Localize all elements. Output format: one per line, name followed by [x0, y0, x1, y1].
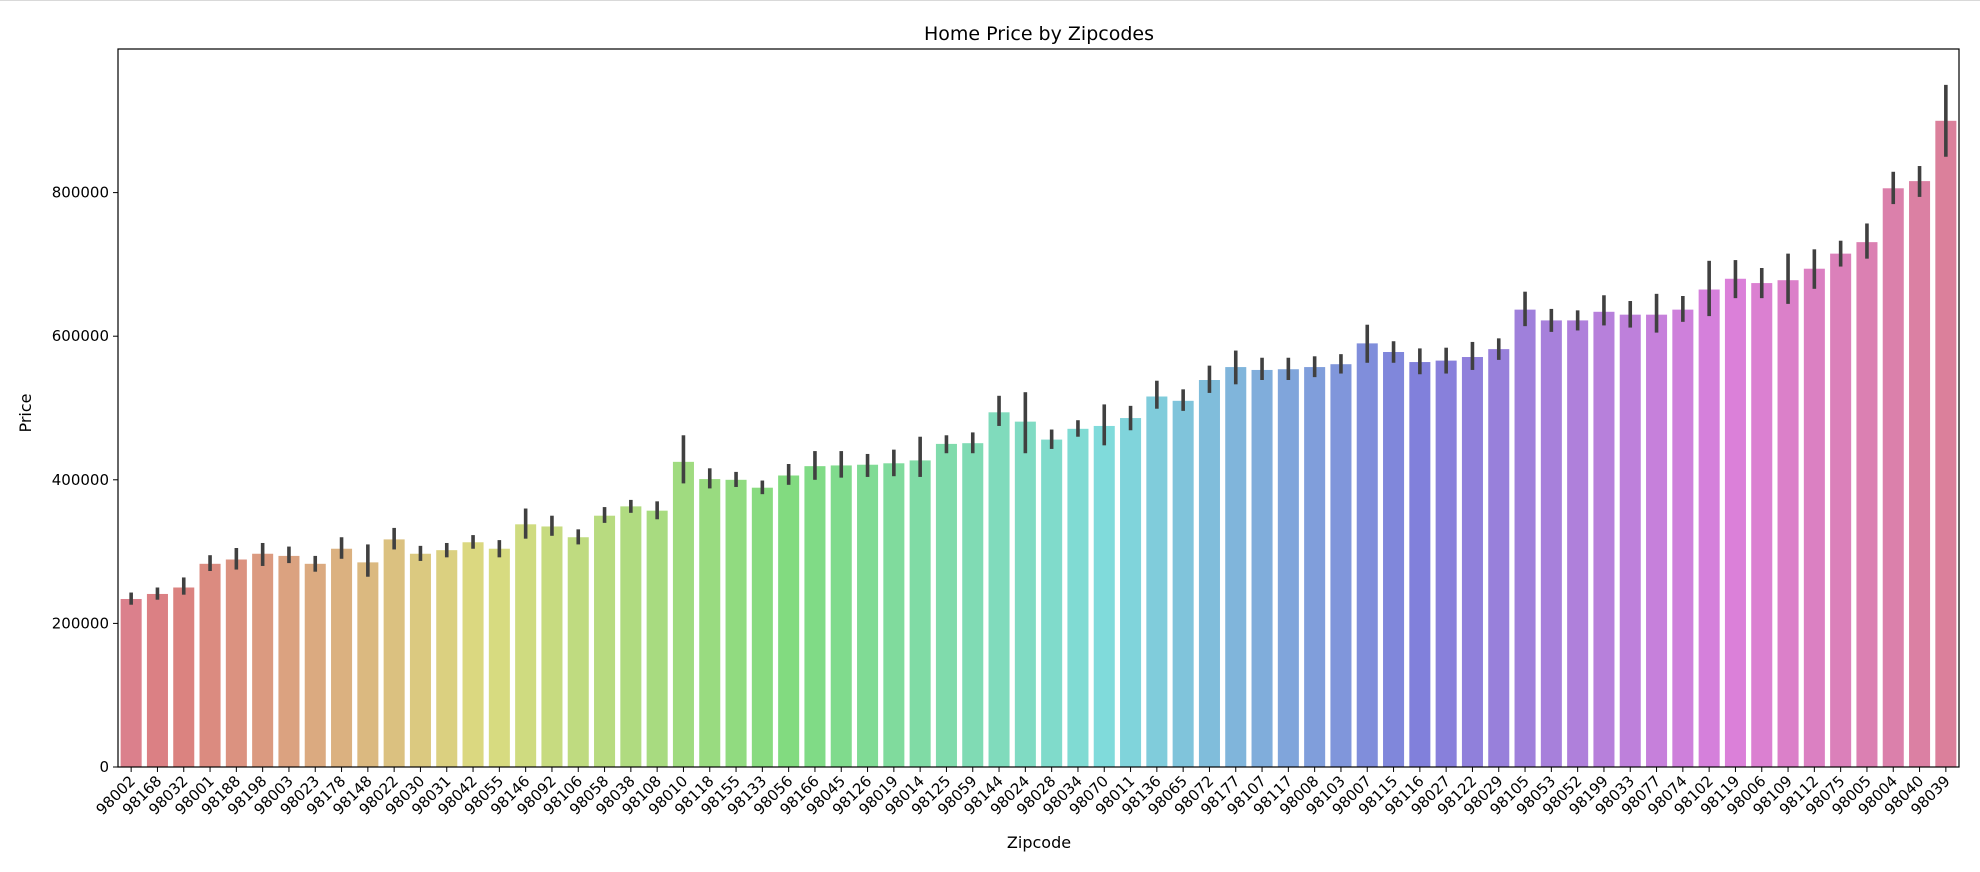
bar-98148 — [357, 562, 379, 767]
bar-98166 — [804, 466, 826, 767]
bar-98092 — [541, 526, 563, 767]
bar-98125 — [935, 443, 957, 767]
bar-98010 — [672, 461, 694, 767]
bar-98005 — [1856, 242, 1878, 767]
bar-98105 — [1514, 309, 1536, 767]
window-top-border — [0, 0, 1980, 1]
bar-98117 — [1277, 369, 1299, 767]
bar-98074 — [1672, 309, 1694, 767]
bar-98053 — [1540, 320, 1562, 767]
bar-98168 — [146, 593, 168, 767]
bar-98122 — [1461, 357, 1483, 767]
bar-98040 — [1909, 181, 1931, 768]
bar-98059 — [962, 443, 984, 767]
bar-98065 — [1172, 400, 1194, 767]
bar-98022 — [383, 539, 405, 767]
bar-98199 — [1593, 311, 1615, 767]
bar-98032 — [173, 587, 195, 767]
x-axis-label: Zipcode — [1007, 833, 1071, 852]
bar-98023 — [304, 563, 326, 767]
bar-98102 — [1698, 289, 1720, 767]
bar-98144 — [988, 412, 1010, 767]
bar-98072 — [1198, 380, 1220, 767]
bar-98045 — [830, 465, 852, 767]
bar-98058 — [594, 515, 616, 767]
y-tick-label: 0 — [99, 758, 109, 776]
bar-98075 — [1830, 253, 1852, 767]
y-tick-label: 800000 — [52, 184, 109, 202]
bar-98119 — [1724, 278, 1746, 767]
plot-frame — [117, 48, 1960, 768]
bar-98003 — [278, 555, 300, 767]
bar-98126 — [857, 464, 879, 767]
bar-98006 — [1751, 283, 1773, 767]
bar-98177 — [1225, 367, 1247, 767]
bar-98115 — [1383, 352, 1405, 767]
bar-98118 — [699, 479, 721, 767]
bar-98030 — [409, 553, 431, 767]
bar-98038 — [620, 506, 642, 767]
bar-98039 — [1935, 120, 1957, 768]
bar-98107 — [1251, 369, 1273, 767]
bar-98008 — [1304, 367, 1326, 767]
bar-98103 — [1330, 364, 1352, 767]
bar-98024 — [1014, 421, 1036, 767]
bar-98052 — [1567, 320, 1589, 767]
bar-98034 — [1067, 428, 1089, 767]
bar-98133 — [751, 487, 773, 767]
bar-98001 — [199, 563, 221, 767]
bar-98106 — [567, 537, 589, 767]
y-tick-label: 200000 — [52, 614, 109, 632]
bar-98108 — [646, 510, 668, 767]
bar-98136 — [1146, 396, 1168, 767]
bar-98077 — [1646, 314, 1668, 767]
bar-98116 — [1409, 362, 1431, 767]
bar-98109 — [1777, 280, 1799, 767]
plot-area — [120, 84, 1957, 768]
bar-98007 — [1356, 343, 1378, 767]
chart-title: Home Price by Zipcodes — [924, 23, 1154, 45]
bar-98042 — [462, 542, 484, 767]
bar-98004 — [1882, 188, 1904, 768]
bar-98031 — [436, 550, 458, 767]
bar-98014 — [909, 460, 931, 767]
bar-98029 — [1488, 349, 1510, 767]
bar-98198 — [252, 553, 274, 767]
bar-98027 — [1435, 360, 1457, 767]
bar-98033 — [1619, 314, 1641, 767]
bar-98019 — [883, 463, 905, 767]
y-tick-label: 400000 — [52, 471, 109, 489]
bar-98188 — [225, 559, 247, 767]
bar-98028 — [1041, 439, 1063, 767]
bar-98112 — [1803, 268, 1825, 767]
bar-98056 — [778, 475, 800, 767]
y-axis-label: Price — [16, 393, 35, 432]
y-tick-label: 600000 — [52, 327, 109, 345]
bar-98011 — [1120, 418, 1142, 767]
x-axis: 9800298168980329800198188981989800398023… — [93, 767, 1954, 819]
y-axis: 0 200000 400000 600000 800000 — [52, 184, 118, 776]
bar-98146 — [515, 524, 537, 767]
bar-98055 — [488, 548, 510, 767]
bar-98070 — [1093, 425, 1115, 767]
bar-98155 — [725, 479, 747, 767]
bar-98002 — [120, 598, 142, 767]
bar-98178 — [331, 548, 353, 767]
